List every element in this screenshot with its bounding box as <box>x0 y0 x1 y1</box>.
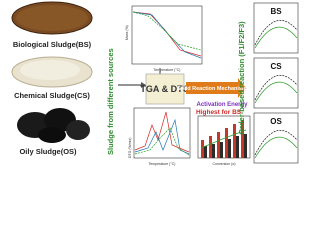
cs-photo-inner <box>20 60 80 80</box>
axis-label: Conversion (α) <box>212 162 235 166</box>
order-panels <box>253 2 299 164</box>
axis-label: Temperature (°C) <box>154 68 181 72</box>
energy-note: Highest for BS <box>196 109 242 116</box>
os-photo <box>17 108 90 143</box>
side-label: Sludge from different sources <box>106 48 115 155</box>
energy-title: Activation Energy <box>196 102 248 108</box>
panel-label: OS <box>270 117 282 126</box>
axis-label: Temperature (°C) <box>149 162 176 166</box>
sample-label: Chemical Sludge(CS) <box>14 91 90 100</box>
arrow-head <box>141 82 146 88</box>
sample-label: Biological Sludge(BS) <box>13 40 92 49</box>
mechanism-arrow <box>186 78 246 98</box>
axis-label: Mass (%) <box>125 25 129 40</box>
mechanism-label: Solid Reaction Mechanism <box>177 86 247 92</box>
bs-photo-inner <box>16 5 88 31</box>
side-label: Order-based reaction (F1/F2/F3) <box>237 21 246 135</box>
tga-box-label: TGA & DTG <box>140 84 189 94</box>
dtg-plot <box>133 107 191 159</box>
tga-plot <box>131 5 203 65</box>
panel-label: CS <box>270 62 282 71</box>
tga-box <box>145 73 185 105</box>
sample-photos <box>11 1 93 143</box>
energy-plot <box>197 115 251 159</box>
panel-label: BS <box>270 7 282 16</box>
sample-label: Oily Sludge(OS) <box>19 147 77 156</box>
graphical-abstract: Biological Sludge(BS) Chemical Sludge(CS… <box>11 1 299 166</box>
axis-label: DTG (%/min) <box>128 138 132 158</box>
